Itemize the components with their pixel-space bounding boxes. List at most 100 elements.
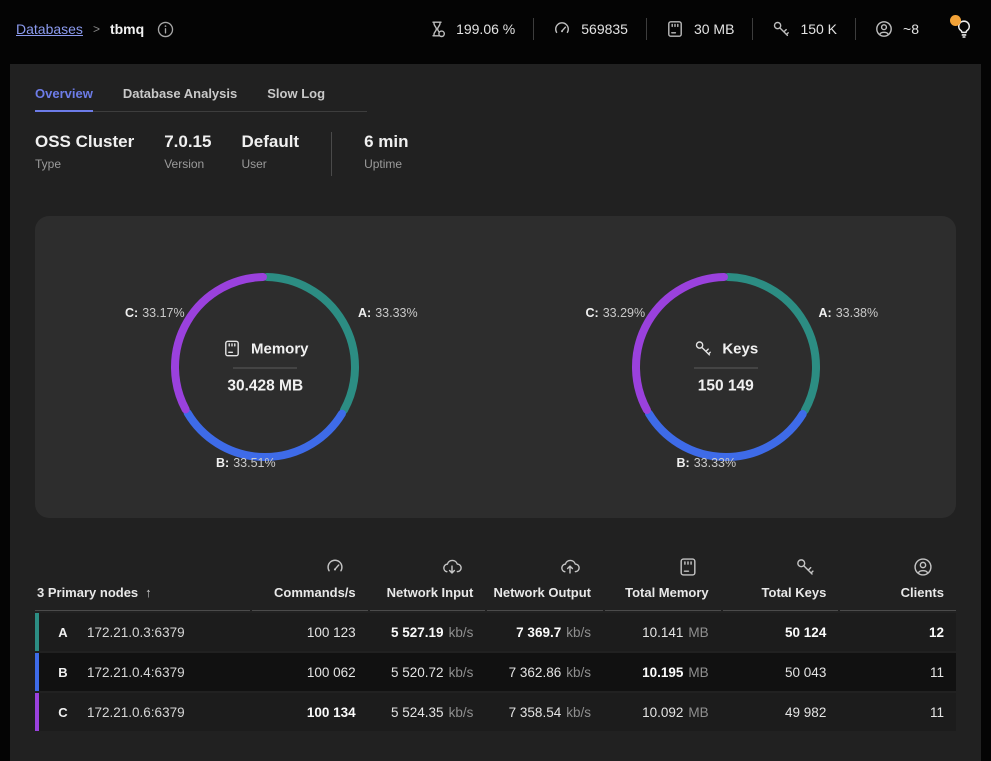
info-icon [157, 21, 174, 37]
memory-donut-title: Memory [250, 340, 309, 357]
breadcrumb: Databases > tbmq [16, 20, 175, 39]
keys-donut-chart: Keys 150 149 A: 33.38% B: 33.33% C: 33.29% [496, 216, 957, 518]
notifications-button[interactable] [950, 15, 975, 40]
cell-network-input: 5 527.19 kb/s [370, 625, 486, 640]
cell-value: 5 527.19 [391, 624, 444, 640]
nodes-title: 3 Primary nodes [37, 585, 139, 600]
cluster-charts-panel: Memory 30.428 MB A: 33.33% B: 33.51% C: 33.… [35, 216, 956, 518]
tab-database-analysis[interactable]: Database Analysis [122, 86, 238, 101]
stat-keys: 150 K [753, 19, 855, 39]
label-prefix: B: [676, 456, 690, 470]
summary-uptime: 6 min Uptime [364, 132, 408, 171]
cell-value: 11 [929, 704, 944, 720]
cell-value: 10.141 [642, 624, 684, 640]
cell-value: 7 362.86 [508, 664, 562, 680]
cell-clients: 11 [840, 705, 956, 720]
label-percent: 33.38% [835, 306, 879, 320]
col-header-total-memory[interactable]: Total Memory [604, 556, 721, 611]
col-header-total-keys[interactable]: Total Keys [722, 556, 839, 611]
donut-segment-c [171, 273, 268, 414]
col-header-commands[interactable]: Commands/s [252, 556, 368, 611]
cell-total-keys: 50 043 [723, 665, 839, 680]
cell-network-input: 5 520.72 kb/s [370, 665, 486, 680]
overview-panel: Overview Database Analysis Slow Log OSS … [10, 64, 981, 761]
label-prefix: A: [818, 306, 832, 320]
node-cell: A 172.21.0.3:6379 [35, 613, 250, 651]
cell-network-input: 5 524.35 kb/s [370, 705, 486, 720]
top-bar: Databases > tbmq 199.06 % 569835 [0, 0, 991, 58]
keys-icon [774, 21, 790, 37]
cell-value: 5 520.72 [391, 664, 444, 680]
cell-unit: kb/s [448, 624, 474, 640]
label-percent: 33.33% [693, 456, 737, 470]
divider [693, 367, 758, 369]
memory-icon [680, 558, 696, 576]
node-accent-bar [35, 693, 39, 731]
cell-value: 50 043 [785, 664, 827, 680]
cell-total-keys: 50 124 [723, 625, 839, 640]
cell-unit: kb/s [448, 664, 474, 680]
donut-segment-b [183, 408, 347, 461]
key-icon [797, 559, 814, 575]
summary-uptime-label: Uptime [364, 157, 403, 171]
cell-value: 50 124 [785, 624, 827, 640]
tab-overview[interactable]: Overview [35, 86, 93, 112]
summary-uptime-value: 6 min [364, 132, 409, 151]
cpu-usage-icon [432, 21, 446, 38]
breadcrumb-current-db: tbmq [109, 21, 145, 37]
col-label: Network Output [493, 585, 591, 600]
db-stats-bar: 199.06 % 569835 30 MB 150 K [409, 15, 975, 40]
table-header-row: 3 Primary nodes ↑ Commands/s Network Inp… [35, 556, 956, 611]
col-header-nodes[interactable]: 3 Primary nodes ↑ [35, 585, 250, 611]
col-header-clients[interactable]: Clients [840, 556, 956, 611]
cell-value: 10.195 [642, 664, 684, 680]
label-prefix: C: [125, 306, 139, 320]
node-address: 172.21.0.3:6379 [87, 624, 185, 640]
node-accent-bar [35, 613, 39, 651]
cell-unit: kb/s [448, 704, 474, 720]
stat-commands: 569835 [534, 19, 646, 39]
node-letter: C [58, 704, 68, 720]
label-percent: 33.17% [142, 306, 185, 320]
table-row-node-c: C 172.21.0.6:6379 100 134 5 524.35 kb/s 7… [35, 693, 956, 731]
cell-value: 5 524.35 [391, 704, 444, 720]
col-header-network-output[interactable]: Network Output [487, 556, 603, 611]
summary-version: 7.0.15 Version [164, 132, 211, 171]
db-info-button[interactable] [156, 20, 175, 39]
summary-user: Default User [241, 132, 299, 171]
cell-unit: MB [688, 624, 709, 640]
cell-network-output: 7 369.7 kb/s [487, 625, 603, 640]
cell-unit: MB [688, 704, 709, 720]
memory-donut-center: Memory 30.428 MB [170, 339, 360, 396]
cell-value: 12 [928, 624, 944, 640]
cell-value: 11 [929, 664, 944, 680]
cell-value: 7 358.54 [508, 704, 562, 720]
tab-slow-log[interactable]: Slow Log [267, 86, 326, 101]
sort-asc-icon: ↑ [145, 585, 152, 600]
stat-clients: ~8 [856, 19, 937, 39]
cell-commands: 100 123 [252, 625, 368, 640]
notification-dot [950, 15, 961, 26]
db-summary: OSS Cluster Type 7.0.15 Version Default … [35, 132, 956, 176]
col-header-network-input[interactable]: Network Input [369, 556, 486, 611]
memory-donut-title-row: Memory [170, 339, 360, 359]
node-letter: B [58, 664, 68, 680]
col-label: Commands/s [274, 585, 356, 600]
cell-unit: kb/s [566, 624, 591, 640]
cloud-upload-icon [561, 559, 580, 574]
breadcrumb-databases-link[interactable]: Databases [16, 21, 83, 37]
cell-total-memory: 10.092 MB [605, 705, 721, 720]
summary-user-value: Default [241, 132, 300, 151]
cell-commands: 100 062 [252, 665, 368, 680]
keys-donut-title: Keys [722, 340, 759, 357]
node-cell: C 172.21.0.6:6379 [35, 693, 250, 731]
summary-version-label: Version [164, 157, 205, 171]
summary-type: OSS Cluster Type [35, 132, 134, 171]
memory-label-b: B: 33.51% [216, 456, 276, 470]
memory-donut-chart: Memory 30.428 MB A: 33.33% B: 33.51% C: 33.… [35, 216, 496, 518]
stat-clients-value: ~8 [903, 21, 919, 37]
summary-type-label: Type [35, 157, 62, 171]
donut-segment-a [263, 273, 360, 415]
stat-commands-value: 569835 [581, 21, 628, 37]
col-label: Network Input [386, 585, 474, 600]
